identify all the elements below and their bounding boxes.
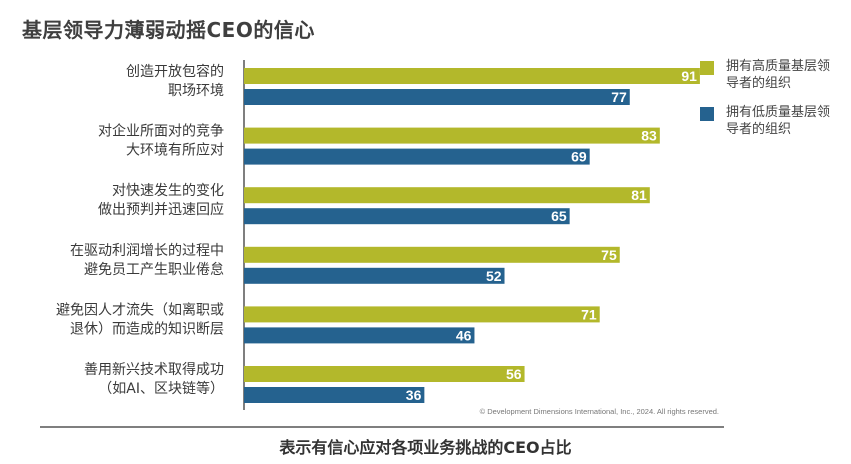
chart-footer-caption: 表示有信心应对各项业务挑战的CEO占比 <box>279 438 572 457</box>
bar-high <box>244 68 700 84</box>
data-label: 65 <box>551 208 567 224</box>
data-label: 36 <box>406 387 422 403</box>
data-label: 71 <box>581 306 597 322</box>
category-label: 创造开放包容的职场环境 <box>126 63 224 99</box>
legend-item-low: 拥有低质量基层领导者的组织 <box>700 104 850 138</box>
bar-high <box>244 187 650 204</box>
data-label: 81 <box>631 187 647 203</box>
bar-high <box>244 366 525 382</box>
legend: 拥有高质量基层领导者的组织 拥有低质量基层领导者的组织 <box>700 58 850 150</box>
legend-label-high: 拥有高质量基层领导者的组织 <box>726 59 831 91</box>
data-label: 77 <box>611 89 627 105</box>
bar-low <box>244 148 590 165</box>
bar-low <box>244 267 505 284</box>
legend-swatch-low <box>700 107 714 121</box>
category-label: 对快速发生的变化做出预判并迅速回应 <box>98 183 224 218</box>
data-label: 46 <box>456 327 472 343</box>
data-label: 69 <box>571 149 587 165</box>
legend-label-low: 拥有低质量基层领导者的组织 <box>726 105 831 137</box>
category-label: 对企业所面对的竞争大环境有所应对 <box>98 123 224 159</box>
bar-high <box>244 127 660 144</box>
chart-title: 基层领导力薄弱动摇CEO的信心 <box>22 18 315 42</box>
bar-low <box>244 208 570 225</box>
copyright-text: © Development Dimensions International, … <box>480 407 719 416</box>
data-label: 56 <box>506 366 522 382</box>
data-label: 75 <box>601 247 617 263</box>
data-label: 52 <box>486 268 502 284</box>
category-label: 在驱动利润增长的过程中避免员工产生职业倦怠 <box>70 243 224 278</box>
bar-low <box>244 387 425 403</box>
data-label: 83 <box>641 128 657 144</box>
data-label: 91 <box>681 68 697 84</box>
category-label: 善用新兴技术取得成功（如AI、区块链等） <box>84 361 224 397</box>
bar-high <box>244 246 620 263</box>
bar-low <box>244 327 475 344</box>
legend-item-high: 拥有高质量基层领导者的组织 <box>700 58 850 92</box>
bar-high <box>244 306 600 323</box>
legend-swatch-high <box>700 61 714 75</box>
bar-low <box>244 89 630 105</box>
category-label: 避免因人才流失（如离职或退休）而造成的知识断层 <box>56 301 224 337</box>
